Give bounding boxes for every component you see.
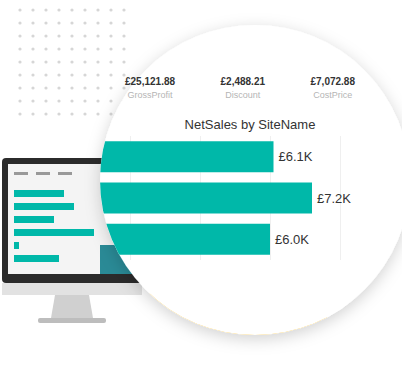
svg-text:£7.2K: £7.2K [317,191,351,206]
html-text:GrossProfit: GrossProfit [127,90,173,100]
html-text:£2,488.21: £2,488.21 [220,76,265,87]
html-text:Discount: Discount [225,90,261,100]
svg-text:NetSales by SiteName: NetSales by SiteName [185,117,316,132]
html-text:CostPrice: CostPrice [313,90,353,100]
svg-text:£6.1K: £6.1K [279,149,313,164]
html-text:£25,121.88: £25,121.88 [125,76,176,87]
html-text:£7,072.88: £7,072.88 [310,76,355,87]
svg-text:£6.0K: £6.0K [275,232,309,247]
